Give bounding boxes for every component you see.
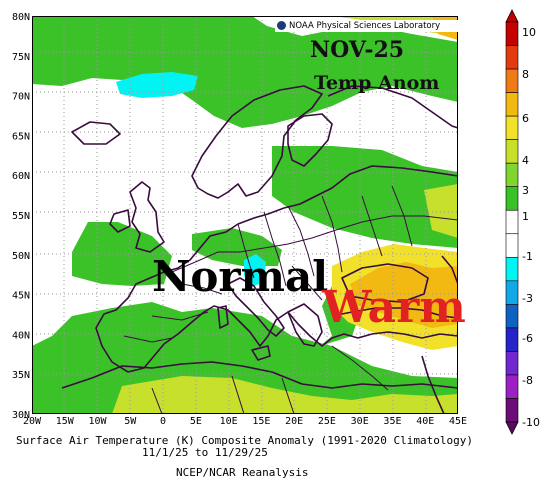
- map-graticule: [32, 16, 458, 414]
- latitude-label: 65N: [12, 131, 30, 142]
- latitude-axis: 80N 75N 70N 65N 60N 55N 50N 45N 40N 35N 30N: [12, 12, 30, 421]
- caption-line-2: 11/1/25 to 11/29/25: [142, 446, 268, 459]
- caption-line-3: NCEP/NCAR Reanalysis: [176, 466, 309, 479]
- longitude-label: 40E: [416, 416, 434, 427]
- latitude-label: 50N: [12, 251, 30, 262]
- colorbar-swatch: [505, 162, 519, 188]
- anomaly-map: [32, 16, 458, 414]
- longitude-axis: 20W 15W 10W 5W 0 5E 10E 15E 20E 25E 30E 35E 40E 45E: [23, 416, 467, 427]
- colorbar-swatch: [505, 398, 519, 423]
- map-frame: [32, 16, 458, 414]
- colorbar-tick-label: 6: [522, 112, 529, 125]
- map-title: NOV-25: [310, 37, 405, 63]
- longitude-label: 15E: [252, 416, 270, 427]
- colorbar-swatch: [505, 304, 519, 329]
- annotation-normal: Normal: [152, 252, 329, 301]
- latitude-label: 55N: [12, 211, 30, 222]
- noaa-logo-icon: [277, 21, 286, 30]
- longitude-label: 0: [160, 416, 166, 427]
- colorbar: 10 8 6 4 3 1 -1 -3 -6 -8 -10: [505, 9, 540, 435]
- latitude-label: 35N: [12, 370, 30, 381]
- latitude-label: 75N: [12, 52, 30, 63]
- longitude-label: 25E: [318, 416, 336, 427]
- colorbar-tick-label: 8: [522, 68, 529, 81]
- colorbar-tick-label: 3: [522, 184, 529, 197]
- colorbar-swatch: [505, 327, 519, 352]
- map-panel: [32, 16, 458, 414]
- latitude-label: 40N: [12, 330, 30, 341]
- colorbar-swatch: [505, 351, 519, 376]
- colorbar-tick-label: -8: [522, 374, 533, 387]
- colorbar-tick-label: 4: [522, 154, 529, 167]
- colorbar-swatch: [505, 21, 519, 46]
- credit-banner: NOAA Physical Sciences Laboratory: [275, 20, 459, 32]
- anomaly-fill-warm: [332, 16, 458, 350]
- longitude-label: 15W: [56, 416, 75, 427]
- caption-line-1: Surface Air Temperature (K) Composite An…: [16, 434, 473, 447]
- colorbar-arrow-max: [505, 9, 519, 23]
- colorbar-swatch: [505, 280, 519, 305]
- longitude-label: 35E: [383, 416, 401, 427]
- colorbar-tick-label: -1: [522, 250, 533, 263]
- longitude-label: 20E: [285, 416, 303, 427]
- colorbar-tick-label: -6: [522, 332, 533, 345]
- longitude-label: 20W: [23, 416, 42, 427]
- latitude-label: 45N: [12, 291, 30, 302]
- colorbar-tick-label: -3: [522, 292, 533, 305]
- longitude-label: 5W: [124, 416, 137, 427]
- longitude-label: 45E: [449, 416, 467, 427]
- latitude-label: 80N: [12, 12, 30, 23]
- credit-text: NOAA Physical Sciences Laboratory: [289, 21, 441, 31]
- longitude-label: 10W: [89, 416, 108, 427]
- colorbar-swatch: [505, 374, 519, 399]
- latitude-label: 30N: [12, 410, 30, 421]
- longitude-label: 10E: [220, 416, 238, 427]
- map-subtitle: Temp Anom: [314, 72, 440, 94]
- colorbar-tick-label: -10: [522, 416, 540, 429]
- colorbar-swatch: [505, 115, 519, 140]
- colorbar-swatch: [505, 68, 519, 93]
- colorbar-swatch: [505, 45, 519, 70]
- annotation-warm: Warm: [322, 282, 466, 333]
- colorbar-arrow-min: [505, 421, 519, 435]
- latitude-label: 70N: [12, 92, 30, 103]
- longitude-label: 30E: [351, 416, 369, 427]
- longitude-label: 5E: [190, 416, 202, 427]
- colorbar-swatch: [505, 233, 519, 258]
- colorbar-swatch: [505, 186, 519, 211]
- country-borders: [123, 185, 458, 414]
- colorbar-swatch: [505, 92, 519, 117]
- coastlines: [61, 85, 458, 414]
- colorbar-tick-label: 1: [522, 210, 529, 223]
- colorbar-tick-label: 10: [522, 26, 536, 39]
- colorbar-swatch: [505, 209, 519, 235]
- colorbar-swatch: [505, 139, 519, 164]
- colorbar-swatch: [505, 256, 519, 282]
- latitude-label: 60N: [12, 171, 30, 182]
